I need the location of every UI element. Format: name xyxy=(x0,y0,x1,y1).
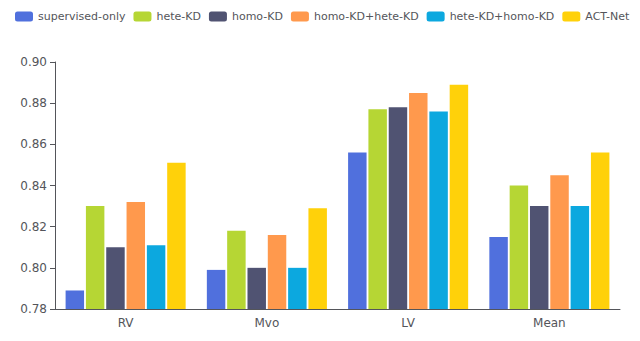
svg-text:0.80: 0.80 xyxy=(20,261,47,275)
svg-text:0.88: 0.88 xyxy=(20,96,47,110)
svg-text:0.84: 0.84 xyxy=(20,179,47,193)
svg-text:0.86: 0.86 xyxy=(20,137,47,151)
svg-text:RV: RV xyxy=(118,316,135,330)
svg-text:0.82: 0.82 xyxy=(20,220,47,234)
svg-text:supervised-only: supervised-only xyxy=(38,10,126,23)
svg-text:hete-KD+homo-KD: hete-KD+homo-KD xyxy=(450,10,555,23)
svg-text:0.90: 0.90 xyxy=(20,55,47,69)
svg-text:LV: LV xyxy=(401,316,415,330)
svg-text:ACT-Net: ACT-Net xyxy=(585,10,630,23)
svg-text:Mvo: Mvo xyxy=(254,316,279,330)
svg-text:hete-KD: hete-KD xyxy=(156,10,200,23)
svg-text:homo-KD: homo-KD xyxy=(232,10,283,23)
svg-text:Mean: Mean xyxy=(533,316,566,330)
svg-text:0.78: 0.78 xyxy=(20,302,47,316)
svg-text:homo-KD+hete-KD: homo-KD+hete-KD xyxy=(314,10,419,23)
